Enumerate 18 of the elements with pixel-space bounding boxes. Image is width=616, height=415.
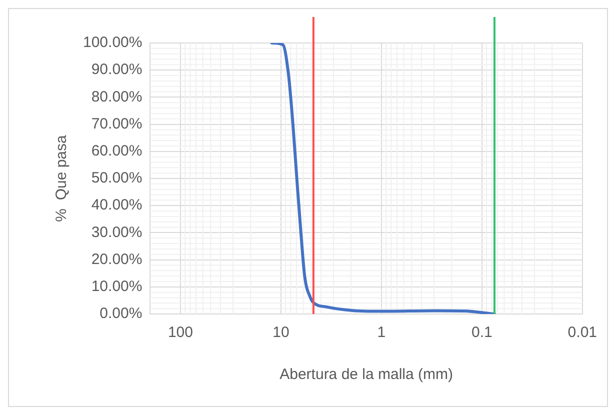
y-tick-label: 30.00% [91,224,142,241]
y-axis-title: % Que pasa [53,134,70,222]
y-tick-label: 80.00% [91,88,142,106]
x-tick-label: 1 [377,324,386,342]
x-axis-title: Abertura de la malla (mm) [280,366,454,384]
x-tick-label: 10 [272,324,290,342]
y-tick-label: 40.00% [91,196,142,214]
y-tick-label: 70.00% [91,115,142,132]
y-tick-label: 90.00% [91,61,142,78]
y-tick-label: 20.00% [91,250,142,268]
y-tick-label: 50.00% [91,170,142,187]
x-tick-label: 0.01 [568,324,598,342]
x-tick-label: 100 [168,324,193,342]
y-tick-label: 60.00% [91,142,142,160]
y-tick-label: 100.00% [83,34,142,52]
y-tick-label: 0.00% [100,305,142,322]
x-tick-label: 0.1 [471,324,492,342]
y-tick-label: 10.00% [91,278,142,296]
